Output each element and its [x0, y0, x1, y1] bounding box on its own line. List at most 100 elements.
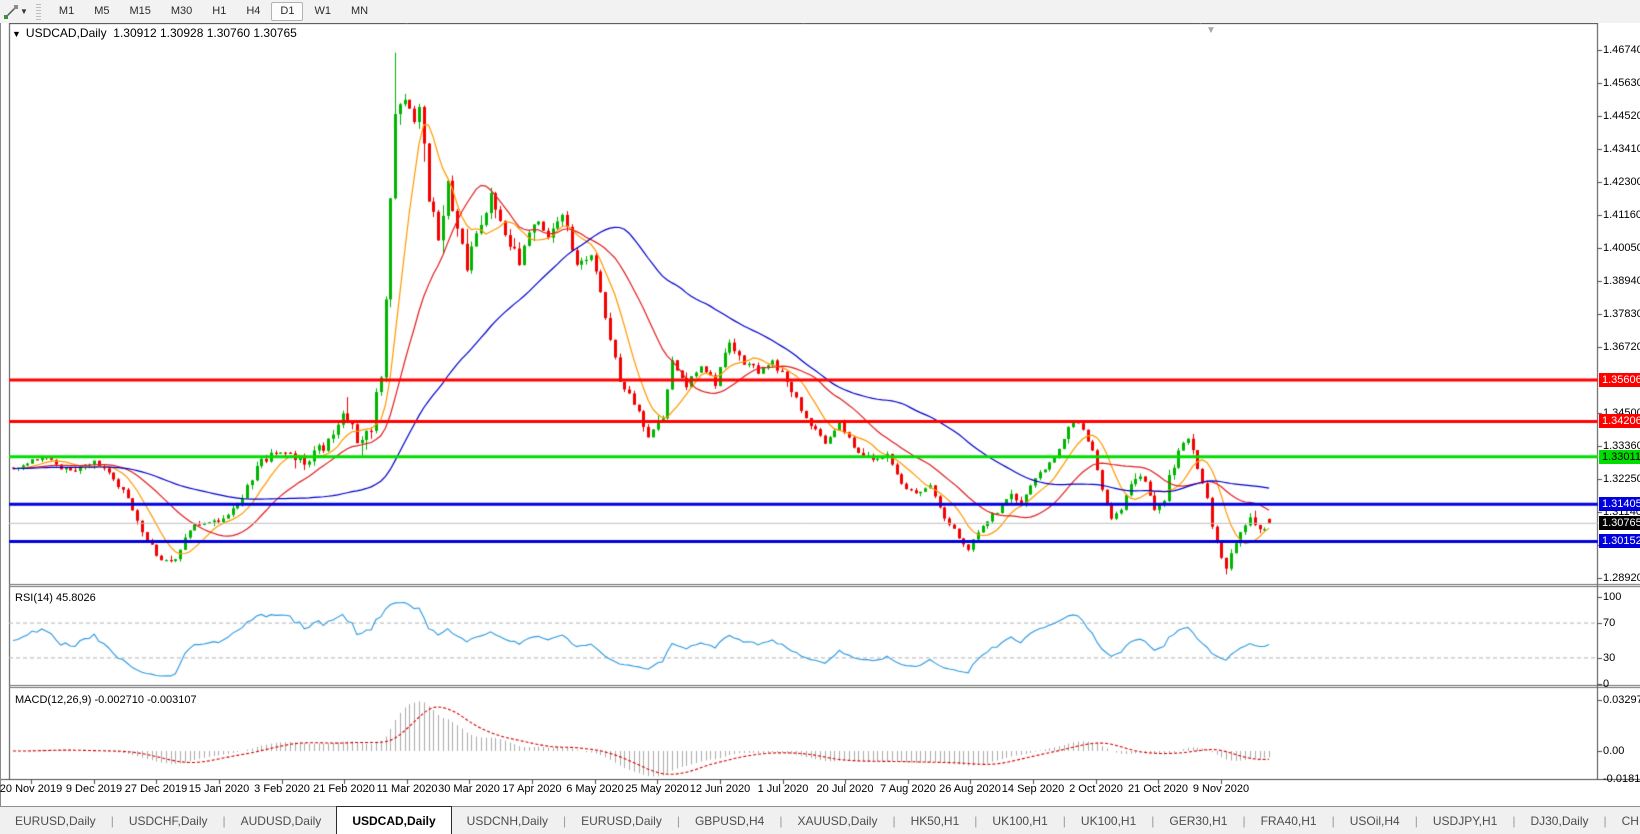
- chart-tab-ger30-h1[interactable]: GER30,H1: [1169, 813, 1228, 828]
- timeframe-button-m1[interactable]: M1: [58, 5, 75, 17]
- tab-separator: |: [563, 813, 567, 828]
- time-axis-label: 30 Mar 2020: [438, 783, 500, 795]
- chart-symbol-period: USDCAD,Daily: [25, 26, 107, 40]
- rsi-axis-label: 0: [1603, 678, 1610, 690]
- timeframe-button-m15[interactable]: M15: [129, 5, 151, 17]
- time-axis-label: 26 Aug 2020: [939, 783, 1001, 795]
- toolbar-grip[interactable]: [35, 3, 41, 20]
- price-level-badge: 1.34206: [1599, 414, 1640, 428]
- chart-tab-hk50-h1[interactable]: HK50,H1: [910, 813, 960, 828]
- time-axis-label: 9 Dec 2019: [65, 783, 123, 795]
- timeframe-button-m5[interactable]: M5: [94, 5, 110, 17]
- chart-tab-usdjpy-h1[interactable]: USDJPY,H1: [1432, 813, 1498, 828]
- price-level-badge: 1.33011: [1599, 450, 1640, 464]
- tab-separator: |: [1062, 813, 1066, 828]
- time-axis-label: 3 Feb 2020: [254, 783, 310, 795]
- price-axis-label: 1.44520: [1603, 110, 1640, 122]
- chart-tab-bar: EURUSD,Daily | USDCHF,Daily | AUDUSD,Daily US…: [0, 806, 1640, 834]
- tab-separator: |: [892, 813, 896, 828]
- chart-tab-eurusd-daily[interactable]: EURUSD,Daily: [581, 813, 662, 828]
- tab-separator: |: [1414, 813, 1418, 828]
- price-level-badge: 1.30765: [1599, 516, 1640, 530]
- timeframe-button-h4[interactable]: H4: [246, 5, 261, 17]
- rsi-axis-label: 100: [1603, 591, 1622, 603]
- tab-separator: |: [1512, 813, 1516, 828]
- timeframe-button-m30[interactable]: M30: [170, 5, 193, 17]
- timeframe-button-d1[interactable]: D1: [271, 2, 304, 21]
- chart-title: ▼ USDCAD,Daily 1.30912 1.30928 1.30760 1.…: [12, 26, 297, 40]
- time-axis-label: 2 Oct 2020: [1069, 783, 1123, 795]
- chart-tab-uk100-h1[interactable]: UK100,H1: [1080, 813, 1137, 828]
- price-axis-label: 1.37830: [1603, 308, 1640, 320]
- chart-tab-dj30-daily[interactable]: DJ30,Daily: [1530, 813, 1589, 828]
- price-axis-label: 1.36720: [1603, 341, 1640, 353]
- rsi-axis-label: 70: [1603, 617, 1616, 629]
- chart-tab-usdcad-daily[interactable]: USDCAD,Daily: [336, 806, 452, 834]
- price-chart-canvas[interactable]: [1, 23, 1640, 803]
- chart-window: ▼ USDCAD,Daily 1.30912 1.30928 1.30760 1.…: [0, 23, 1640, 806]
- macd-axis-label: 0.00: [1603, 745, 1625, 757]
- chart-tab-usoil-h4[interactable]: USOil,H4: [1349, 813, 1400, 828]
- price-axis-label: 1.45630: [1603, 77, 1640, 89]
- chart-tab-uk100-h1[interactable]: UK100,H1: [992, 813, 1048, 828]
- chart-tab-xauusd-daily[interactable]: XAUUSD,Daily: [797, 813, 878, 828]
- time-axis-label: 12 Jun 2020: [689, 783, 751, 795]
- timeframe-buttons: M1 M5 M15 M30 H1 H4 D1 W1 MN: [49, 2, 378, 21]
- rsi-axis-label: 30: [1603, 652, 1616, 664]
- time-axis-label: 17 Apr 2020: [502, 783, 562, 795]
- tab-separator: |: [1242, 813, 1246, 828]
- price-axis-label: 1.28920: [1603, 572, 1640, 584]
- tab-separator: |: [1151, 813, 1155, 828]
- price-axis-label: 1.32250: [1603, 473, 1640, 485]
- time-axis-label: 20 Jul 2020: [816, 783, 874, 795]
- top-toolbar: ▼ M1 M5 M15 M30 H1 H4 D1 W1 MN: [0, 0, 1640, 24]
- chart-tab-eurusd-daily[interactable]: EURUSD,Daily: [15, 813, 96, 828]
- price-axis-label: 1.42300: [1603, 176, 1640, 188]
- tab-separator: |: [779, 813, 783, 828]
- time-axis-label: 15 Jan 2020: [188, 783, 250, 795]
- time-axis-label: 20 Nov 2019: [0, 783, 63, 795]
- timeframe-button-h1[interactable]: H1: [212, 5, 227, 17]
- chart-tab-audusd-daily[interactable]: AUDUSD,Daily: [240, 813, 322, 828]
- price-level-badge: 1.35606: [1599, 373, 1640, 387]
- tab-separator: |: [676, 813, 680, 828]
- price-level-badge: 1.30152: [1599, 534, 1640, 548]
- timeframe-button-w1[interactable]: W1: [314, 5, 331, 17]
- chart-tab-china300-h1[interactable]: CHINA300,H1: [1621, 813, 1640, 828]
- tool-dropdown-caret-icon[interactable]: ▼: [20, 7, 28, 16]
- time-axis-label: 25 May 2020: [625, 783, 689, 795]
- time-axis-label: 21 Feb 2020: [313, 783, 375, 795]
- price-axis-label: 1.41160: [1603, 209, 1640, 221]
- time-axis-label: 9 Nov 2020: [1192, 783, 1250, 795]
- tab-separator: |: [222, 813, 226, 828]
- chart-ohlc-values: 1.30912 1.30928 1.30760 1.30765: [113, 26, 297, 40]
- chart-tab-fra40-h1[interactable]: FRA40,H1: [1260, 813, 1317, 828]
- tab-separator: |: [974, 813, 978, 828]
- tab-separator: |: [110, 813, 114, 828]
- chart-collapse-icon[interactable]: ▼: [12, 29, 21, 39]
- chart-tab-usdchf-daily[interactable]: USDCHF,Daily: [128, 813, 208, 828]
- chart-tab-usdcnh-daily[interactable]: USDCNH,Daily: [466, 813, 549, 828]
- tab-separator: |: [1331, 813, 1335, 828]
- rsi-indicator-label: RSI(14) 45.8026: [15, 592, 96, 604]
- time-axis-label: 14 Sep 2020: [1001, 783, 1065, 795]
- price-axis-label: 1.43410: [1603, 143, 1640, 155]
- time-axis-label: 21 Oct 2020: [1128, 783, 1188, 795]
- tab-separator: |: [1603, 813, 1607, 828]
- trendline-tool-icon[interactable]: [2, 4, 20, 20]
- chart-shift-marker-icon[interactable]: ▼: [1206, 25, 1216, 36]
- time-axis-label: 11 Mar 2020: [376, 783, 438, 795]
- price-axis-label: 1.40050: [1603, 242, 1640, 254]
- time-axis-label: 6 May 2020: [566, 783, 624, 795]
- macd-axis-label: -0.018154: [1603, 773, 1640, 785]
- time-axis-label: 1 Jul 2020: [757, 783, 809, 795]
- price-axis-label: 1.33360: [1603, 440, 1640, 452]
- time-axis-label: 27 Dec 2019: [124, 783, 188, 795]
- price-level-badge: 1.31405: [1599, 497, 1640, 511]
- chart-tab-gbpusd-h4[interactable]: GBPUSD,H4: [694, 813, 765, 828]
- price-axis-label: 1.46740: [1603, 44, 1640, 56]
- macd-axis-label: 0.032972: [1603, 694, 1640, 706]
- timeframe-button-mn[interactable]: MN: [350, 5, 369, 17]
- time-axis-label: 7 Aug 2020: [880, 783, 936, 795]
- price-axis-label: 1.38940: [1603, 275, 1640, 287]
